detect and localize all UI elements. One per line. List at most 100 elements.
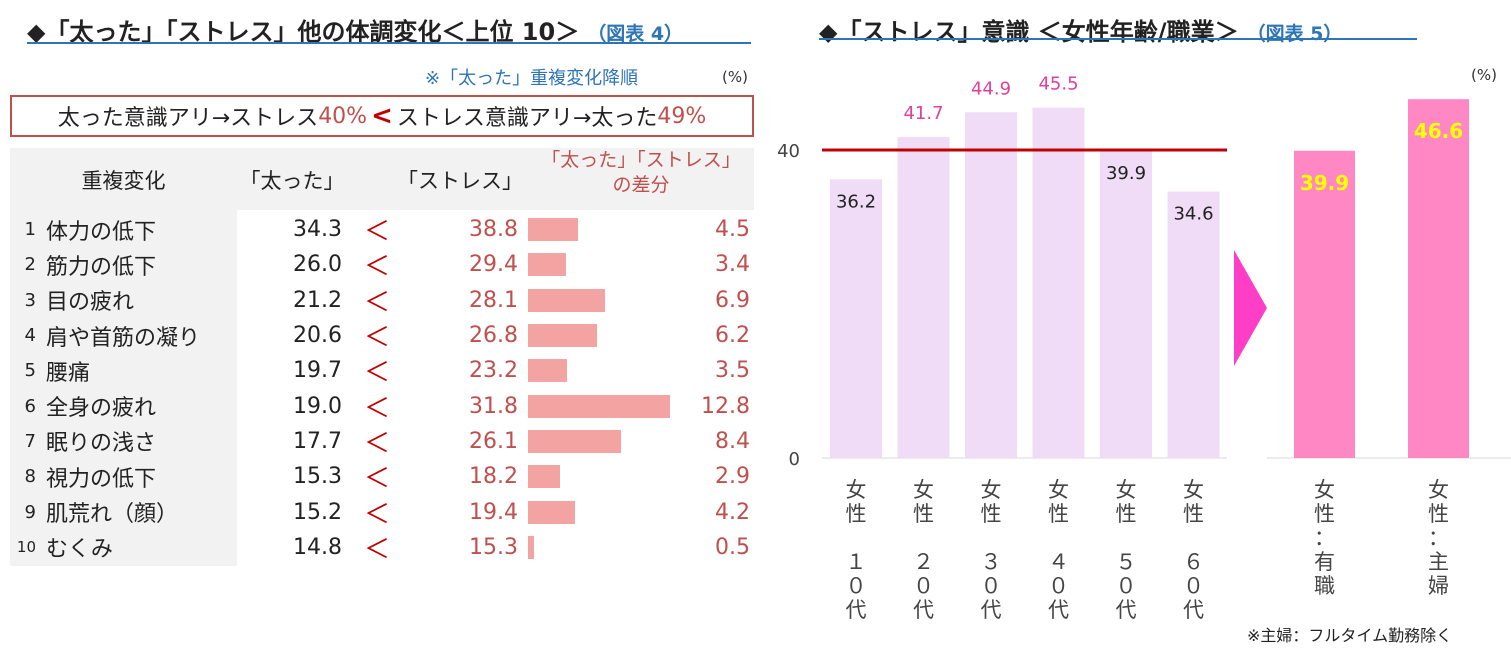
x-tick-label: ０ — [1183, 574, 1204, 598]
y-tick-label: 0 — [789, 449, 800, 470]
row-diff-value: 4.5 — [715, 217, 750, 243]
x-tick-label: ３ — [981, 550, 1002, 574]
table-row: 4 肩や首筋の凝り 20.6 ＜ 26.8 6.2 — [10, 318, 754, 353]
row-futotta-value: 21.2 — [293, 287, 342, 313]
data-label: 45.5 — [1038, 74, 1078, 95]
fig4-table-body: 1 体力の低下 34.3 ＜ 38.8 4.5 2 筋力の低下 26.0 ＜ 29.4 3.4 3 目の疲… — [10, 212, 754, 565]
row-rank: 1 — [24, 219, 36, 241]
x-tick-label: 代 — [1183, 598, 1204, 622]
banner-part1: 太った意識アリ→ストレス — [57, 106, 319, 131]
x-tick-label: ０ — [913, 574, 934, 598]
row-label: 腰痛 — [46, 360, 91, 386]
x-tick-label: 女 — [1048, 478, 1069, 502]
bar — [1167, 191, 1220, 458]
header-futotta: 「太った」 — [239, 169, 345, 193]
row-diff-value: 6.2 — [715, 323, 750, 349]
x-tick-label: 女 — [1314, 478, 1335, 502]
table-row: 6 全身の疲れ 19.0 ＜ 31.8 12.8 — [10, 388, 754, 424]
x-tick-label: ６ — [1183, 550, 1204, 574]
x-tick-label: 性 — [846, 502, 867, 526]
fig4-summary-banner: 太った意識アリ→ストレス 40% < ストレス意識アリ→太った 49% — [10, 95, 754, 137]
row-diff-bar — [528, 324, 597, 348]
row-stress-value: 26.8 — [469, 323, 518, 349]
header-diff-line1: 「太った」「ストレス」 — [541, 149, 741, 171]
table-row: 3 目の疲れ 21.2 ＜ 28.1 6.9 — [10, 283, 754, 318]
row-diff-bar — [528, 359, 567, 383]
x-tick-label: 女 — [1183, 478, 1204, 502]
row-rank: 4 — [24, 325, 36, 347]
row-rank: 5 — [24, 360, 36, 382]
row-label: 体力の低下 — [46, 219, 157, 245]
x-tick-label: 性 — [1428, 502, 1449, 526]
x-tick-label: １ — [846, 550, 867, 574]
x-tick-label: 性 — [1183, 502, 1204, 526]
row-diff-bar — [528, 465, 561, 489]
row-diff-value: 0.5 — [715, 534, 750, 560]
x-tick-label: 代 — [846, 598, 867, 622]
y-tick-label: 40 — [777, 141, 800, 162]
row-futotta-value: 20.6 — [293, 323, 342, 349]
row-less-than: ＜ — [363, 499, 390, 530]
table-row: 9 肌荒れ（顔） 15.2 ＜ 19.4 4.2 — [10, 494, 754, 530]
bar — [965, 112, 1017, 459]
x-tick-label: ５ — [1116, 550, 1137, 574]
header-diff: 「太った」「ストレス」 の差分 — [528, 148, 754, 198]
row-futotta-value: 17.7 — [293, 428, 342, 454]
row-label: 肩や首筋の凝り — [46, 325, 201, 351]
row-diff-bar — [528, 253, 566, 277]
row-diff-value: 3.5 — [715, 358, 750, 384]
row-diff-bar — [528, 535, 534, 559]
data-label: 39.9 — [1106, 163, 1146, 184]
fig5-unit: (%) — [1471, 66, 1497, 84]
fig5-footnote: ※主婦：フルタイム勤務除く — [1247, 626, 1453, 645]
fig4-label-column-bg — [10, 148, 237, 566]
data-label: 46.6 — [1414, 119, 1463, 143]
row-futotta-value: 19.7 — [293, 358, 342, 384]
row-less-than: ＜ — [363, 393, 390, 424]
table-row: 10 むくみ 14.8 ＜ 15.3 0.5 — [10, 530, 754, 565]
table-row: 2 筋力の低下 26.0 ＜ 29.4 3.4 — [10, 247, 754, 282]
row-diff-value: 12.8 — [701, 393, 750, 419]
row-diff-value: 2.9 — [715, 464, 750, 490]
data-label: 41.7 — [903, 103, 943, 124]
row-diff-value: 6.9 — [715, 287, 750, 313]
header-diff-line2: の差分 — [612, 174, 670, 196]
fig4-header-bg — [10, 148, 754, 210]
data-label: 36.2 — [836, 191, 876, 212]
x-tick-label: 代 — [913, 598, 934, 622]
row-less-than: ＜ — [363, 464, 390, 495]
header-change: 重複変化 — [81, 169, 166, 193]
row-futotta-value: 34.3 — [293, 217, 342, 243]
row-label: 肌荒れ（顔） — [46, 502, 179, 528]
row-less-than: ＜ — [363, 287, 390, 318]
x-tick-label: ４ — [1048, 550, 1069, 574]
row-futotta-value: 19.0 — [293, 393, 342, 419]
bar — [1408, 99, 1469, 459]
row-stress-value: 26.1 — [469, 428, 518, 454]
x-tick-label: ０ — [846, 574, 867, 598]
row-stress-value: 38.8 — [469, 217, 518, 243]
x-tick-label: 性 — [1314, 502, 1335, 526]
x-tick-label: 職 — [1314, 574, 1335, 598]
x-tick-label: 代 — [1116, 598, 1137, 622]
row-stress-value: 31.8 — [469, 393, 518, 419]
x-tick-label: 性 — [1048, 502, 1069, 526]
bar — [1100, 150, 1152, 458]
bar — [897, 136, 950, 458]
row-rank: 6 — [24, 395, 36, 417]
row-diff-value: 4.2 — [715, 499, 750, 525]
row-diff-bar — [528, 288, 605, 312]
fig5-title-underline — [819, 38, 1417, 40]
x-tick-label: ０ — [1116, 574, 1137, 598]
row-rank: 2 — [24, 254, 36, 276]
row-diff-bar — [528, 500, 575, 524]
bar — [1032, 107, 1085, 459]
x-tick-label: ０ — [1048, 574, 1069, 598]
fig4-title-text: ◆「太った」「ストレス」他の体調変化＜上位 10＞ — [27, 18, 580, 46]
row-futotta-value: 14.8 — [293, 534, 342, 560]
x-tick-label: 婦 — [1428, 574, 1449, 598]
banner-part2: ストレス意識アリ→太った — [396, 106, 658, 131]
row-rank: 10 — [16, 538, 36, 557]
x-tick-label: 性 — [1116, 502, 1137, 526]
